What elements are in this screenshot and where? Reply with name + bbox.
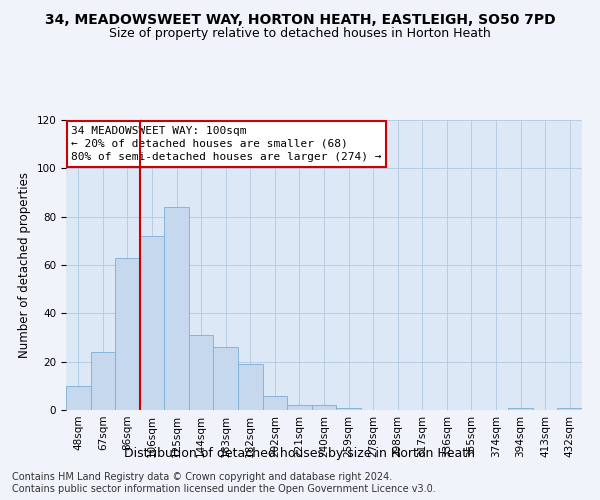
Text: Size of property relative to detached houses in Horton Heath: Size of property relative to detached ho… [109, 28, 491, 40]
Bar [164, 207, 189, 410]
Text: 34 MEADOWSWEET WAY: 100sqm
← 20% of detached houses are smaller (68)
80% of semi: 34 MEADOWSWEET WAY: 100sqm ← 20% of deta… [71, 126, 382, 162]
Bar [336, 408, 361, 410]
Text: Distribution of detached houses by size in Horton Heath: Distribution of detached houses by size … [125, 448, 476, 460]
Y-axis label: Number of detached properties: Number of detached properties [18, 172, 31, 358]
Bar [91, 352, 115, 410]
Text: 34, MEADOWSWEET WAY, HORTON HEATH, EASTLEIGH, SO50 7PD: 34, MEADOWSWEET WAY, HORTON HEATH, EASTL… [44, 12, 556, 26]
Bar [214, 347, 238, 410]
Bar [189, 335, 214, 410]
Bar [115, 258, 140, 410]
Bar [263, 396, 287, 410]
Bar [238, 364, 263, 410]
Bar [312, 405, 336, 410]
Bar [140, 236, 164, 410]
Bar [66, 386, 91, 410]
Bar [557, 408, 582, 410]
Text: Contains public sector information licensed under the Open Government Licence v3: Contains public sector information licen… [12, 484, 436, 494]
Text: Contains HM Land Registry data © Crown copyright and database right 2024.: Contains HM Land Registry data © Crown c… [12, 472, 392, 482]
Bar [287, 405, 312, 410]
Bar [508, 408, 533, 410]
